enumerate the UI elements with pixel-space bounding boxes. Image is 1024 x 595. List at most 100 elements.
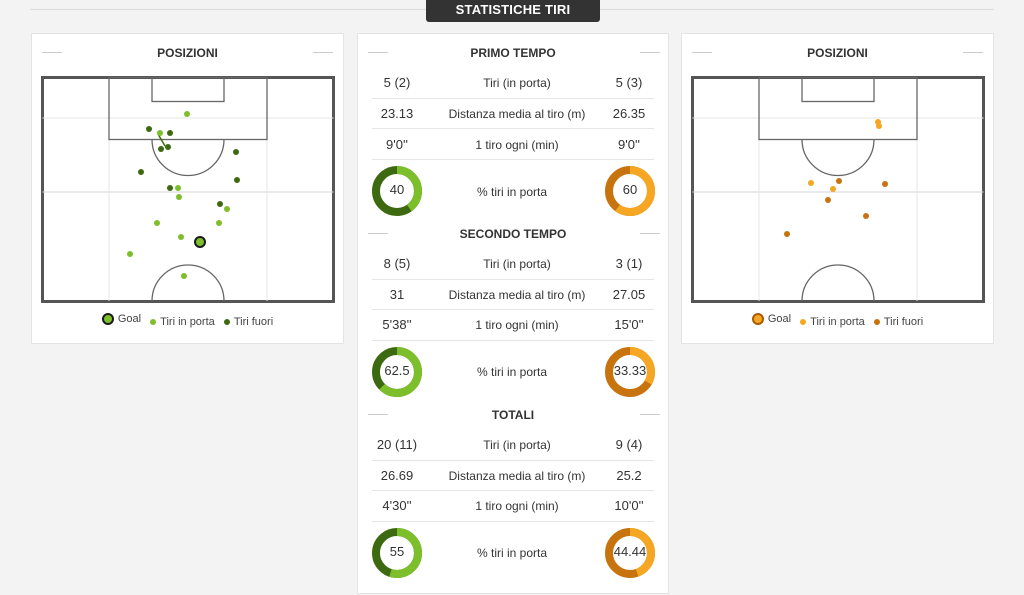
shot-off bbox=[165, 144, 171, 150]
title-dash-right bbox=[313, 52, 333, 53]
title-dash-left bbox=[368, 414, 388, 415]
card-title: POSIZIONI bbox=[807, 46, 868, 60]
stat-row-ogni: 9'0'' 1 tiro ogni (min) 9'0'' bbox=[386, 137, 640, 152]
shot-on bbox=[176, 194, 182, 200]
goal-shot bbox=[194, 236, 206, 248]
stat-row-distanza: 23.13 Distanza media al tiro (m) 26.35 bbox=[380, 106, 646, 121]
divider bbox=[372, 279, 654, 280]
stat-row-tiri: 5 (2) Tiri (in porta) 5 (3) bbox=[383, 75, 643, 90]
legend: Goal Tiri in porta Tiri fuori bbox=[32, 313, 343, 328]
stat-row-ogni: 4'30'' 1 tiro ogni (min) 10'0'' bbox=[382, 498, 644, 513]
off-target-legend-icon bbox=[223, 319, 230, 325]
donut-away-value: 33.33 bbox=[613, 363, 647, 378]
legend-goal: Goal bbox=[101, 313, 141, 325]
donut-away bbox=[605, 166, 655, 216]
donut-away bbox=[605, 347, 655, 397]
shot-off bbox=[882, 181, 888, 187]
legend-off-target: Tiri fuori bbox=[873, 316, 923, 328]
title-dash-right bbox=[640, 233, 660, 234]
donut-fill bbox=[372, 166, 422, 216]
off-target-legend-icon bbox=[873, 319, 880, 325]
donut-home bbox=[372, 528, 422, 578]
divider bbox=[372, 128, 654, 129]
pitch bbox=[41, 76, 335, 303]
legend-off-target: Tiri fuori bbox=[223, 316, 273, 328]
donut-fill bbox=[605, 166, 655, 216]
donut-away-value: 44.44 bbox=[613, 544, 647, 559]
shot-on bbox=[876, 123, 882, 129]
divider bbox=[372, 460, 654, 461]
donut-label: % tiri in porta bbox=[476, 365, 548, 379]
goal-legend-icon bbox=[751, 313, 764, 325]
donut-fill bbox=[605, 347, 655, 397]
right-positions-card: POSIZIONI Goal Tiri in porta Tiri fuori bbox=[681, 33, 994, 344]
legend-on-target: Tiri in porta bbox=[800, 316, 865, 328]
title-dash-right bbox=[640, 52, 660, 53]
divider bbox=[372, 490, 654, 491]
shot-off bbox=[167, 130, 173, 136]
shot-off bbox=[158, 146, 164, 152]
shot-on bbox=[154, 220, 160, 226]
title-dash-right bbox=[640, 414, 660, 415]
pitch bbox=[691, 76, 985, 303]
title-dash-left bbox=[368, 233, 388, 234]
divider bbox=[372, 309, 654, 310]
shot-off bbox=[146, 126, 152, 132]
legend-on-target: Tiri in porta bbox=[150, 316, 215, 328]
shot-on bbox=[224, 206, 230, 212]
shot-on bbox=[175, 185, 181, 191]
donut-fill bbox=[605, 528, 655, 578]
on-target-legend-icon bbox=[150, 319, 157, 325]
donut-label: % tiri in porta bbox=[476, 185, 548, 199]
donut-fill bbox=[372, 347, 422, 397]
shot-off bbox=[234, 177, 240, 183]
shot-off bbox=[138, 169, 144, 175]
section-title-totali: TOTALI bbox=[491, 408, 535, 422]
shot-off bbox=[233, 149, 239, 155]
shot-off bbox=[825, 197, 831, 203]
shot-off bbox=[167, 185, 173, 191]
left-positions-card: POSIZIONI Goal Tiri in porta bbox=[31, 33, 344, 344]
donut-away-value: 60 bbox=[622, 182, 638, 197]
stat-row-distanza: 26.69 Distanza media al tiro (m) 25.2 bbox=[380, 468, 642, 483]
divider bbox=[372, 98, 654, 99]
stat-row-distanza: 31 Distanza media al tiro (m) 27.05 bbox=[389, 287, 646, 302]
stat-row-tiri: 20 (11) Tiri (in porta) 9 (4) bbox=[376, 437, 643, 452]
shot-on bbox=[181, 273, 187, 279]
shot-on bbox=[216, 220, 222, 226]
shot-on bbox=[157, 130, 163, 136]
title-dash-right bbox=[963, 52, 983, 53]
shot-off bbox=[863, 213, 869, 219]
section-title-primo: PRIMO TEMPO bbox=[470, 46, 556, 60]
title-dash-left bbox=[368, 52, 388, 53]
stat-row-tiri: 8 (5) Tiri (in porta) 3 (1) bbox=[383, 256, 643, 271]
donut-home-value: 62.5 bbox=[384, 363, 410, 378]
stat-row-ogni: 5'38'' 1 tiro ogni (min) 15'0'' bbox=[382, 317, 644, 332]
donut-home bbox=[372, 166, 422, 216]
shot-on bbox=[184, 111, 190, 117]
donut-fill bbox=[372, 528, 422, 578]
shot-on bbox=[178, 234, 184, 240]
card-title: POSIZIONI bbox=[157, 46, 218, 60]
donut-home-value: 55 bbox=[389, 544, 405, 559]
shot-off bbox=[836, 178, 842, 184]
donut-home-value: 40 bbox=[389, 182, 405, 197]
divider bbox=[372, 340, 654, 341]
donut-away bbox=[605, 528, 655, 578]
goal-legend-icon bbox=[101, 313, 114, 325]
stats-card: PRIMO TEMPO 5 (2) Tiri (in porta) 5 (3) 23… bbox=[357, 33, 669, 594]
shot-off bbox=[784, 231, 790, 237]
title-dash-left bbox=[692, 52, 712, 53]
on-target-legend-icon bbox=[800, 319, 807, 325]
donut-label: % tiri in porta bbox=[476, 546, 548, 560]
divider bbox=[372, 159, 654, 160]
shot-on bbox=[127, 251, 133, 257]
section-title: STATISTICHE TIRI bbox=[426, 0, 600, 22]
shot-on bbox=[830, 186, 836, 192]
shot-off bbox=[217, 201, 223, 207]
title-dash-left bbox=[42, 52, 62, 53]
section-title-secondo: SECONDO TEMPO bbox=[459, 227, 567, 241]
legend-goal: Goal bbox=[751, 313, 791, 325]
shot-on bbox=[808, 180, 814, 186]
legend: Goal Tiri in porta Tiri fuori bbox=[682, 313, 993, 328]
